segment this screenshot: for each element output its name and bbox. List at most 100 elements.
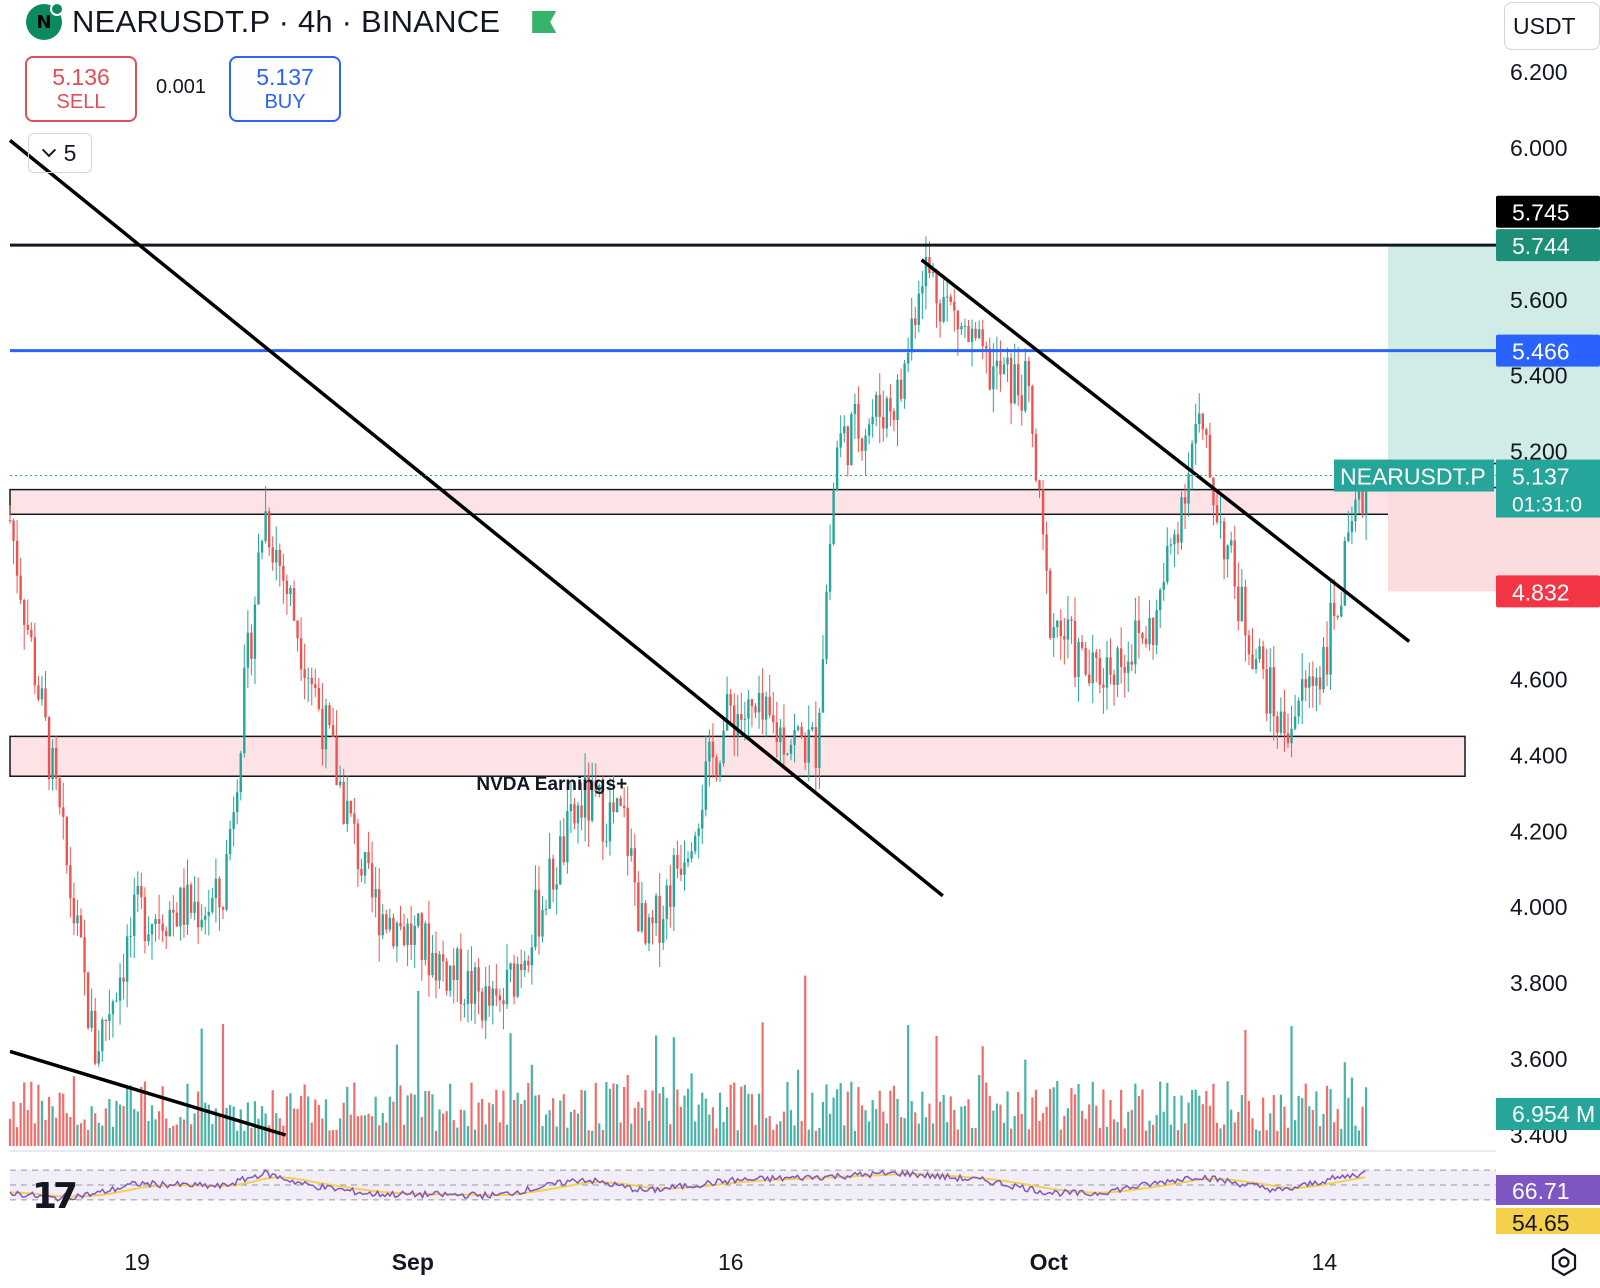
candle-body[interactable] xyxy=(690,851,693,859)
candle-body[interactable] xyxy=(1091,652,1094,684)
candle-body[interactable] xyxy=(470,970,473,1004)
candle-body[interactable] xyxy=(140,886,143,898)
candle-body[interactable] xyxy=(136,886,139,895)
candle-body[interactable] xyxy=(278,550,281,566)
candle-body[interactable] xyxy=(960,326,963,330)
candle-body[interactable] xyxy=(1215,505,1219,523)
candle-body[interactable] xyxy=(992,366,995,390)
candle-body[interactable] xyxy=(1002,364,1006,375)
candle-body[interactable] xyxy=(608,802,612,842)
candle-body[interactable] xyxy=(385,914,388,930)
candle-body[interactable] xyxy=(1073,620,1077,678)
candle-body[interactable] xyxy=(953,301,956,311)
candle-body[interactable] xyxy=(1155,610,1158,646)
candle-body[interactable] xyxy=(1105,657,1109,688)
candle-body[interactable] xyxy=(775,722,778,743)
candle-body[interactable] xyxy=(175,912,179,927)
candle-body[interactable] xyxy=(804,737,807,763)
candle-body[interactable] xyxy=(182,887,186,925)
candle-body[interactable] xyxy=(218,878,221,908)
candle-body[interactable] xyxy=(1265,669,1268,714)
candle-body[interactable] xyxy=(1347,532,1350,541)
candle-body[interactable] xyxy=(626,807,629,856)
candle-body[interactable] xyxy=(360,869,363,876)
candle-body[interactable] xyxy=(193,901,196,913)
candle-body[interactable] xyxy=(466,970,470,1004)
candle-body[interactable] xyxy=(796,726,800,730)
candle-body[interactable] xyxy=(850,414,853,466)
candle-body[interactable] xyxy=(1233,540,1236,587)
candle-body[interactable] xyxy=(559,836,562,885)
candle-body[interactable] xyxy=(786,753,789,755)
candle-body[interactable] xyxy=(1205,429,1208,435)
candle-body[interactable] xyxy=(693,835,697,852)
candle-body[interactable] xyxy=(1052,627,1055,638)
candle-body[interactable] xyxy=(1144,638,1148,645)
flag-icon[interactable] xyxy=(532,11,557,33)
candle-body[interactable] xyxy=(1151,617,1155,646)
candle-body[interactable] xyxy=(1286,733,1290,744)
candle-body[interactable] xyxy=(328,705,331,726)
candle-body[interactable] xyxy=(729,694,732,706)
candle-body[interactable] xyxy=(665,885,668,920)
candle-body[interactable] xyxy=(630,848,633,856)
candle-body[interactable] xyxy=(1127,661,1130,673)
candle-body[interactable] xyxy=(676,855,679,869)
candle-body[interactable] xyxy=(512,963,516,997)
candle-body[interactable] xyxy=(62,807,65,817)
candle-body[interactable] xyxy=(999,360,1002,375)
candle-body[interactable] xyxy=(846,426,849,466)
candle-body[interactable] xyxy=(115,1000,118,1002)
candle-body[interactable] xyxy=(236,792,239,813)
candle-body[interactable] xyxy=(534,889,537,948)
candle-body[interactable] xyxy=(172,909,175,913)
candle-body[interactable] xyxy=(1293,716,1297,729)
candle-body[interactable] xyxy=(370,863,374,898)
candle-body[interactable] xyxy=(1219,521,1222,523)
candle-body[interactable] xyxy=(381,914,384,936)
candle-body[interactable] xyxy=(938,303,942,322)
candle-body[interactable] xyxy=(243,667,246,754)
candle-body[interactable] xyxy=(431,953,434,976)
candle-body[interactable] xyxy=(30,629,33,638)
candle-body[interactable] xyxy=(793,729,796,745)
candle-body[interactable] xyxy=(207,911,210,916)
candle-body[interactable] xyxy=(296,620,299,639)
candle-body[interactable] xyxy=(583,775,587,818)
candle-body[interactable] xyxy=(569,804,573,812)
candle-body[interactable] xyxy=(800,726,803,738)
candle-body[interactable] xyxy=(683,862,686,875)
indicators-toggle-button[interactable]: 5 xyxy=(28,133,92,173)
candle-body[interactable] xyxy=(1088,674,1091,684)
candle-body[interactable] xyxy=(1017,364,1020,396)
candle-body[interactable] xyxy=(761,692,764,720)
candle-body[interactable] xyxy=(1283,711,1286,734)
candle-body[interactable] xyxy=(480,991,484,1021)
candle-body[interactable] xyxy=(40,688,44,700)
candle-body[interactable] xyxy=(722,730,725,764)
candle-body[interactable] xyxy=(438,954,441,981)
candle-body[interactable] xyxy=(1066,619,1070,640)
candle-body[interactable] xyxy=(711,741,715,758)
candle-body[interactable] xyxy=(573,804,576,824)
candle-body[interactable] xyxy=(402,926,406,946)
candle-body[interactable] xyxy=(576,805,580,824)
candle-body[interactable] xyxy=(1279,711,1283,733)
candle-body[interactable] xyxy=(555,884,558,890)
candle-body[interactable] xyxy=(946,296,949,298)
candle-body[interactable] xyxy=(1148,617,1151,645)
candle-body[interactable] xyxy=(647,917,651,944)
candle-body[interactable] xyxy=(292,588,296,621)
candle-body[interactable] xyxy=(1056,620,1059,628)
candle-body[interactable] xyxy=(967,325,970,342)
candle-body[interactable] xyxy=(1187,473,1190,504)
trend-line[interactable] xyxy=(920,258,1411,643)
candle-body[interactable] xyxy=(299,638,303,670)
candle-body[interactable] xyxy=(275,550,278,563)
candle-body[interactable] xyxy=(1226,545,1229,560)
candle-body[interactable] xyxy=(303,669,306,679)
candle-body[interactable] xyxy=(1290,728,1293,744)
candle-body[interactable] xyxy=(924,257,928,287)
candle-body[interactable] xyxy=(54,747,58,779)
candle-body[interactable] xyxy=(122,977,125,982)
